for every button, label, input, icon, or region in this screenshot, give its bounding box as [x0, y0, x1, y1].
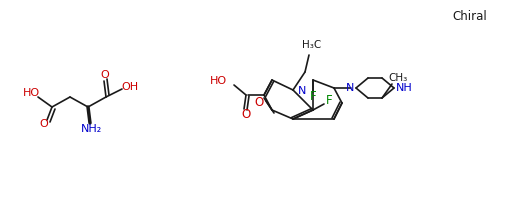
Text: CH₃: CH₃ — [389, 73, 408, 83]
Text: O: O — [101, 70, 110, 80]
Text: N: N — [298, 86, 306, 96]
Text: H₃C: H₃C — [302, 40, 321, 50]
Text: Chiral: Chiral — [453, 11, 487, 23]
Text: NH: NH — [396, 83, 413, 93]
Text: O: O — [241, 108, 251, 121]
Text: HO: HO — [210, 76, 227, 86]
Text: F: F — [326, 95, 332, 107]
Text: O: O — [39, 119, 48, 129]
Text: N: N — [346, 83, 354, 93]
Text: OH: OH — [121, 82, 139, 92]
Text: F: F — [310, 90, 316, 103]
Text: HO: HO — [23, 88, 39, 98]
Text: O: O — [254, 97, 264, 109]
Text: NH₂: NH₂ — [80, 124, 101, 134]
